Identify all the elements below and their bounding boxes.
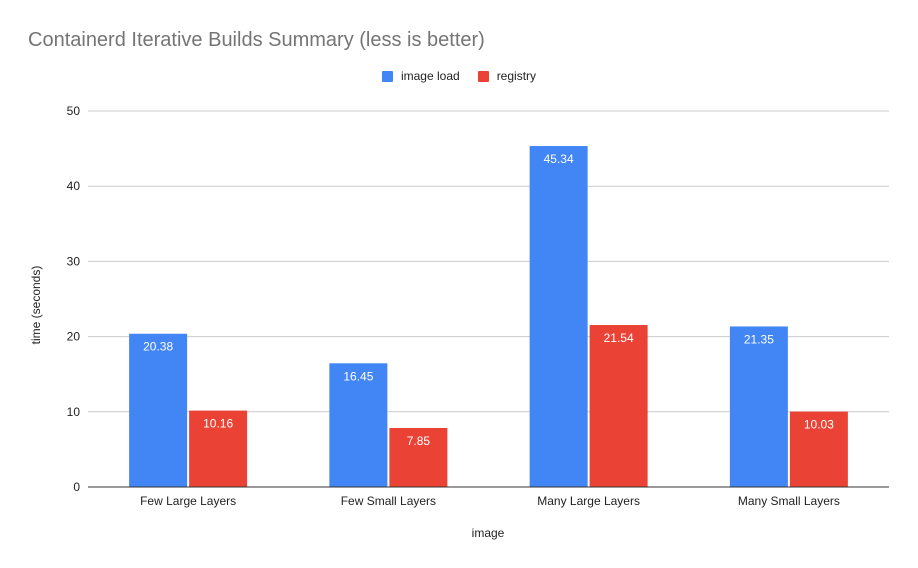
y-tick-label: 20 xyxy=(67,330,81,344)
chart-title: Containerd Iterative Builds Summary (les… xyxy=(28,29,485,51)
legend-item-registry: registry xyxy=(477,69,537,83)
y-tick-label: 50 xyxy=(67,104,81,118)
x-tick-label: Few Small Layers xyxy=(341,494,436,508)
data-label: 45.34 xyxy=(544,152,574,166)
data-label: 16.45 xyxy=(343,369,373,383)
x-axis-ticks: Few Large Layers Few Small Layers Many Lar… xyxy=(140,494,840,508)
data-label: 10.16 xyxy=(203,417,233,431)
data-label: 20.38 xyxy=(143,340,173,354)
y-tick-label: 0 xyxy=(73,480,80,494)
x-tick-label: Few Large Layers xyxy=(140,494,236,508)
bar-registry-2 xyxy=(589,325,648,487)
bar-registry-0 xyxy=(189,410,248,487)
bar-image-load-0 xyxy=(129,333,188,487)
y-tick-label: 10 xyxy=(67,405,81,419)
x-axis-title: image xyxy=(472,526,505,540)
bar-image-load-3 xyxy=(729,326,788,487)
legend: image load registry xyxy=(0,69,918,83)
legend-label-image-load: image load xyxy=(400,69,460,83)
x-tick-label: Many Small Layers xyxy=(738,494,840,508)
legend-label-registry: registry xyxy=(496,69,537,83)
data-label: 21.54 xyxy=(604,331,634,345)
legend-swatch-registry xyxy=(477,70,489,82)
legend-swatch-image-load xyxy=(381,70,393,82)
y-tick-label: 40 xyxy=(67,179,81,193)
y-axis-ticks: 0 10 20 30 40 50 xyxy=(67,104,81,494)
y-axis-title: time (seconds) xyxy=(29,266,43,345)
bar-registry-1 xyxy=(389,427,448,487)
bar-image-load-1 xyxy=(329,363,388,487)
bar-registry-3 xyxy=(789,411,848,487)
data-label: 21.35 xyxy=(744,332,774,346)
data-label: 7.85 xyxy=(407,434,431,448)
bars xyxy=(129,146,848,487)
y-tick-label: 30 xyxy=(67,254,81,268)
legend-item-image-load: image load xyxy=(381,69,460,83)
bar-image-load-2 xyxy=(529,146,588,487)
data-labels: 20.38 10.16 16.45 7.85 45.34 21.54 21.35 10.03 xyxy=(143,152,834,448)
data-label: 10.03 xyxy=(804,418,834,432)
x-tick-label: Many Large Layers xyxy=(537,494,640,508)
